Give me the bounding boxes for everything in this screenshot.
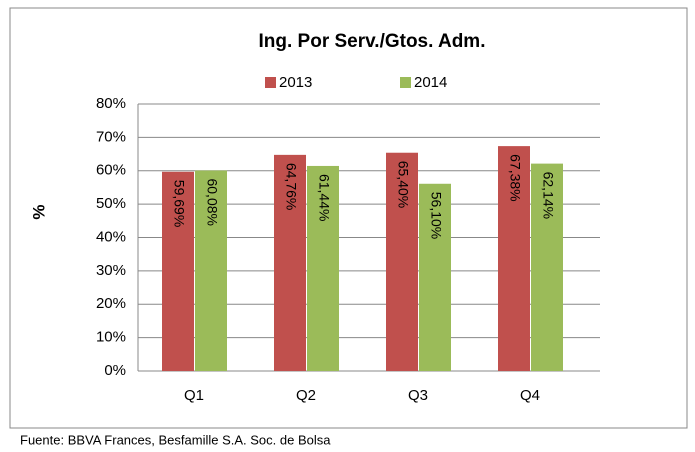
y-tick-label: 10% — [96, 329, 126, 346]
bar — [386, 152, 418, 371]
y-tick-label: 80% — [96, 95, 126, 112]
y-tick-label: 20% — [96, 295, 126, 312]
bar — [274, 154, 306, 371]
bar — [162, 171, 194, 371]
y-tick-label: 0% — [104, 362, 126, 379]
x-tick-label: Q2 — [296, 387, 316, 404]
y-tick-label: 60% — [96, 162, 126, 179]
y-axis-label: % — [29, 204, 48, 219]
legend-label: 2014 — [414, 74, 447, 91]
legend-swatch — [400, 77, 411, 88]
bar — [419, 183, 451, 371]
data-label: 59,69% — [171, 180, 187, 227]
x-tick-label: Q1 — [184, 387, 204, 404]
y-tick-label: 70% — [96, 128, 126, 145]
x-tick-label: Q3 — [408, 387, 428, 404]
data-label: 64,76% — [283, 163, 299, 210]
chart-title: Ing. Por Serv./Gtos. Adm. — [259, 31, 486, 52]
bar — [531, 163, 563, 371]
y-tick-label: 50% — [96, 195, 126, 212]
bar — [498, 146, 530, 371]
y-tick-label: 30% — [96, 262, 126, 279]
data-label: 60,08% — [204, 178, 220, 225]
chart-frame — [9, 7, 688, 429]
data-label: 61,44% — [316, 174, 332, 221]
legend-swatch — [265, 77, 276, 88]
data-label: 62,14% — [540, 172, 556, 219]
data-label: 65,40% — [395, 161, 411, 208]
bar — [195, 170, 227, 371]
source-note: Fuente: BBVA Frances, Besfamille S.A. So… — [20, 432, 331, 447]
y-tick-label: 40% — [96, 228, 126, 245]
data-label: 67,38% — [507, 154, 523, 201]
x-tick-label: Q4 — [520, 387, 540, 404]
bar — [307, 165, 339, 371]
legend-label: 2013 — [279, 74, 312, 91]
data-label: 56,10% — [428, 192, 444, 239]
